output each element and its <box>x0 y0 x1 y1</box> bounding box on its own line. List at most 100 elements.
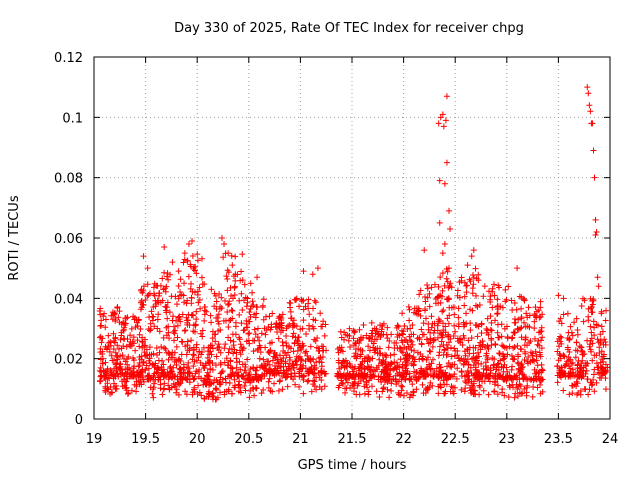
data-point <box>383 363 390 370</box>
data-point <box>439 270 446 277</box>
data-point <box>425 354 432 361</box>
data-point <box>431 371 438 378</box>
data-point <box>451 322 458 329</box>
data-point <box>356 339 363 346</box>
data-point <box>585 317 592 324</box>
data-point <box>525 354 532 361</box>
data-point <box>478 373 485 380</box>
data-point <box>161 344 168 351</box>
data-point <box>310 377 317 384</box>
data-point <box>438 338 445 345</box>
data-point <box>356 326 363 333</box>
data-point <box>181 256 188 263</box>
data-point <box>298 357 305 364</box>
data-point <box>235 388 242 395</box>
data-point <box>124 375 131 382</box>
data-point <box>470 383 477 390</box>
data-point <box>321 383 328 390</box>
data-point <box>165 276 172 283</box>
data-point <box>594 274 601 281</box>
data-point <box>495 334 502 341</box>
data-point <box>369 373 376 380</box>
x-tick-labels: 19 19.5 20 20.5 21 21.5 22 22.5 23 23.5 24 <box>86 432 619 447</box>
data-point <box>162 345 169 352</box>
y-tick-label: 0.04 <box>54 292 83 307</box>
data-point <box>534 341 541 348</box>
data-point <box>399 383 406 390</box>
data-point <box>241 281 248 288</box>
data-point <box>171 337 178 344</box>
data-point <box>443 159 450 166</box>
data-point <box>127 343 134 350</box>
axis-ticks <box>93 56 611 420</box>
data-point <box>239 277 246 284</box>
data-point <box>321 332 328 339</box>
data-point <box>317 310 324 317</box>
x-tick-label: 21 <box>292 432 309 447</box>
data-point <box>154 316 161 323</box>
data-point <box>165 356 172 363</box>
data-point <box>565 346 572 353</box>
data-point <box>305 370 312 377</box>
data-point <box>435 283 442 290</box>
data-point <box>595 364 602 371</box>
data-point <box>101 372 108 379</box>
data-point <box>266 375 273 382</box>
data-point <box>159 391 166 398</box>
data-point <box>252 367 259 374</box>
data-point <box>396 332 403 339</box>
data-point <box>476 391 483 398</box>
data-point <box>472 366 479 373</box>
data-point <box>266 369 273 376</box>
data-point <box>246 371 253 378</box>
data-point <box>230 295 236 302</box>
data-point <box>271 372 278 379</box>
data-point <box>481 283 488 290</box>
data-point <box>236 336 243 343</box>
data-point <box>473 322 480 329</box>
data-point <box>296 303 303 310</box>
data-point <box>167 369 174 376</box>
data-point <box>417 351 424 358</box>
data-point <box>372 368 379 375</box>
data-point <box>197 305 204 312</box>
data-point <box>521 386 528 393</box>
data-point <box>472 302 479 309</box>
data-point <box>590 147 597 154</box>
data-point <box>391 351 398 358</box>
data-point <box>354 382 361 389</box>
data-point <box>470 281 477 288</box>
data-point <box>588 348 595 355</box>
data-point <box>589 301 596 308</box>
data-point <box>191 267 198 274</box>
data-point <box>217 380 224 387</box>
data-point <box>96 378 103 385</box>
data-point <box>305 296 312 303</box>
data-point <box>260 316 267 323</box>
data-point <box>118 366 125 373</box>
data-points <box>96 84 611 403</box>
data-point <box>511 315 518 322</box>
data-point <box>290 330 297 337</box>
grid-lines <box>94 57 610 419</box>
data-point <box>247 365 254 372</box>
data-point <box>193 308 200 315</box>
data-point <box>201 307 208 314</box>
data-point <box>144 372 151 379</box>
x-tick-label: 19 <box>86 432 103 447</box>
data-point <box>128 325 135 332</box>
data-point <box>406 317 413 324</box>
data-point <box>438 293 445 300</box>
data-point <box>351 376 358 383</box>
data-point <box>470 274 477 281</box>
data-point <box>479 378 486 385</box>
data-point <box>361 373 368 380</box>
data-point <box>207 359 214 366</box>
data-point <box>289 333 296 340</box>
data-point <box>124 361 131 368</box>
data-point <box>590 296 597 303</box>
data-point <box>310 356 317 363</box>
data-point <box>99 348 106 355</box>
data-point <box>335 357 342 364</box>
data-point <box>116 308 123 315</box>
